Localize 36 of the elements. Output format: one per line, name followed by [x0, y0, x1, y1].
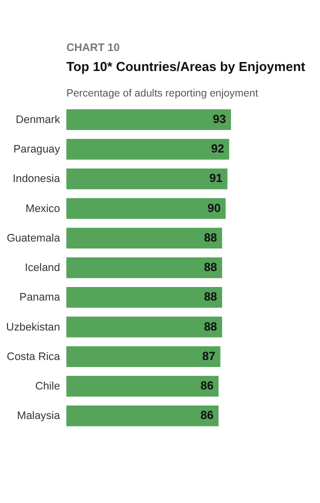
data-label: 87	[202, 350, 216, 363]
y-tick-label: Costa Rica	[6, 350, 61, 363]
bar	[66, 316, 222, 338]
bar	[66, 406, 219, 426]
data-label: 88	[204, 290, 218, 304]
data-label: 92	[211, 142, 225, 156]
y-tick-label: Malaysia	[17, 410, 61, 422]
bar	[66, 376, 219, 397]
y-tick-label: Panama	[19, 292, 61, 304]
bar	[66, 257, 222, 278]
caption: CHART 10	[66, 42, 120, 54]
bar	[66, 198, 226, 219]
bar	[66, 228, 222, 248]
data-label: 88	[204, 320, 218, 334]
data-label: 88	[204, 231, 218, 244]
y-tick-label: Uzbekistan	[6, 321, 60, 334]
chart-title: Top 10* Countries/Areas by Enjoyment	[66, 59, 306, 74]
bar	[66, 109, 231, 130]
y-tick-label: Chile	[35, 380, 60, 393]
bar	[66, 287, 222, 308]
data-label: 91	[209, 172, 223, 186]
y-tick-label: Indonesia	[12, 173, 61, 186]
data-label: 86	[200, 380, 214, 393]
y-tick-label: Mexico	[26, 202, 60, 215]
y-tick-label: Iceland	[24, 262, 60, 274]
bar	[66, 168, 228, 190]
bar	[66, 138, 230, 160]
data-label: 93	[212, 112, 226, 126]
data-label: 88	[204, 261, 218, 274]
chart-subtitle: Percentage of adults reporting enjoyment	[66, 88, 258, 100]
bar	[66, 346, 220, 367]
data-label: 90	[208, 202, 222, 215]
data-label: 86	[200, 409, 214, 422]
y-tick-label: Paraguay	[13, 144, 61, 156]
y-tick-label: Guatemala	[6, 232, 61, 244]
y-tick-label: Denmark	[16, 114, 61, 126]
